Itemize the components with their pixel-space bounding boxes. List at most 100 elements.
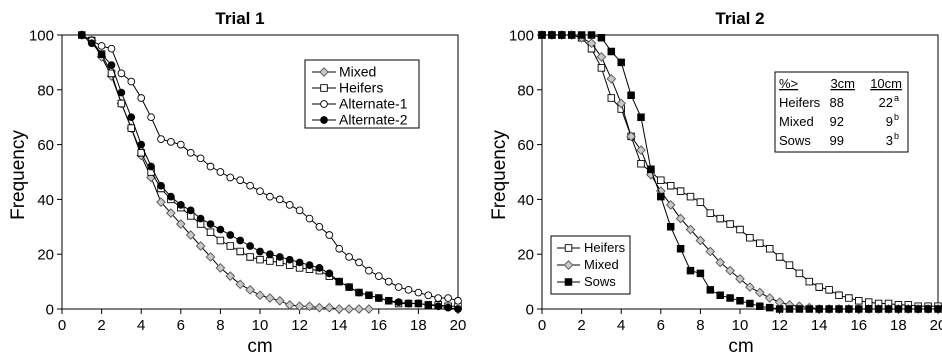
data-point bbox=[424, 291, 433, 300]
data-point bbox=[274, 295, 285, 306]
x-tick-label: 0 bbox=[58, 317, 66, 334]
series-alternate-1 bbox=[77, 31, 462, 305]
table-cell: 92 bbox=[830, 114, 844, 129]
plot-area: 0 2 4 6 8 10 12 14 16 18 20 0 20 40 60 80 100 bbox=[29, 28, 466, 335]
data-point bbox=[404, 299, 413, 308]
x-axis-label: cm bbox=[728, 336, 753, 357]
series-sows bbox=[538, 31, 942, 313]
data-point bbox=[294, 301, 305, 312]
data-point bbox=[175, 219, 186, 229]
data-point bbox=[246, 242, 254, 250]
x-tick-label: 20 bbox=[450, 317, 467, 334]
x-tick-label: 0 bbox=[538, 317, 546, 334]
data-point bbox=[235, 279, 246, 290]
data-point bbox=[686, 266, 695, 275]
data-point bbox=[345, 283, 353, 291]
data-point bbox=[195, 241, 206, 251]
data-point bbox=[117, 88, 126, 97]
legend-label: Sows bbox=[584, 274, 616, 289]
x-tick-label: 8 bbox=[216, 317, 224, 334]
data-point bbox=[156, 197, 166, 207]
data-point bbox=[874, 305, 883, 313]
data-point bbox=[107, 61, 116, 69]
data-point bbox=[315, 223, 324, 231]
data-point bbox=[325, 231, 334, 239]
data-point bbox=[334, 304, 345, 314]
y-tick-label: 100 bbox=[509, 28, 534, 45]
data-point bbox=[696, 198, 705, 206]
data-point bbox=[914, 305, 922, 313]
data-point bbox=[147, 113, 155, 121]
data-point bbox=[186, 149, 195, 157]
data-point bbox=[665, 200, 676, 210]
data-point bbox=[147, 162, 155, 171]
data-point bbox=[706, 209, 715, 217]
data-point bbox=[107, 44, 116, 53]
data-point bbox=[127, 113, 136, 121]
data-point bbox=[726, 220, 734, 228]
y-tick-label: 100 bbox=[29, 28, 54, 45]
data-point bbox=[934, 305, 942, 313]
data-point bbox=[157, 135, 165, 143]
data-point bbox=[825, 286, 833, 294]
x-tick-label: 6 bbox=[177, 317, 185, 334]
legend: Mixed Heifers Alternate-1 Alternate-2 bbox=[304, 59, 420, 129]
data-point bbox=[756, 302, 764, 311]
data-point bbox=[394, 283, 403, 291]
data-point bbox=[355, 258, 363, 267]
data-point bbox=[587, 31, 596, 39]
legend-label: Alternate-2 bbox=[339, 112, 408, 128]
data-point bbox=[266, 257, 274, 265]
data-point bbox=[675, 213, 686, 224]
data-point bbox=[354, 304, 364, 314]
data-point bbox=[335, 244, 344, 253]
data-point bbox=[167, 138, 175, 146]
data-point bbox=[196, 214, 205, 223]
y-tick-label: 60 bbox=[37, 137, 54, 154]
data-point bbox=[424, 301, 433, 309]
legend-label: Mixed bbox=[339, 64, 376, 80]
annotation-table-box bbox=[774, 71, 909, 153]
data-point bbox=[137, 94, 146, 102]
data-point bbox=[304, 301, 315, 312]
data-point bbox=[716, 291, 724, 300]
data-point bbox=[275, 195, 284, 204]
data-point bbox=[756, 239, 764, 247]
data-point bbox=[577, 31, 586, 39]
legend-label: Heifers bbox=[339, 80, 383, 96]
data-point bbox=[666, 223, 675, 231]
data-point bbox=[835, 291, 843, 300]
data-point bbox=[548, 31, 556, 39]
x-tick-label: 8 bbox=[696, 317, 704, 334]
legend-label: Heifers bbox=[584, 240, 626, 255]
table-header-cell: %> bbox=[779, 76, 798, 91]
data-point bbox=[315, 264, 324, 272]
data-point bbox=[137, 140, 146, 149]
y-tick-label: 80 bbox=[517, 82, 534, 99]
y-tick-label: 60 bbox=[517, 137, 534, 154]
diamond-open-marker bbox=[319, 67, 329, 77]
data-point bbox=[616, 98, 627, 109]
data-point bbox=[825, 305, 833, 313]
data-point bbox=[325, 269, 334, 278]
plot-area: 0 2 4 6 8 10 12 14 16 18 20 0 20 40 60 80 100 bbox=[509, 28, 942, 334]
data-point bbox=[726, 294, 734, 302]
data-point bbox=[374, 272, 383, 280]
data-point bbox=[676, 187, 685, 195]
data-point bbox=[904, 305, 913, 313]
data-point bbox=[205, 252, 216, 262]
data-point bbox=[736, 297, 744, 305]
data-point bbox=[284, 300, 295, 310]
data-point bbox=[855, 305, 863, 313]
data-point bbox=[716, 214, 724, 223]
data-point bbox=[746, 234, 754, 242]
data-point bbox=[775, 305, 784, 313]
chart-title: Trial 1 bbox=[215, 9, 264, 28]
x-tick-label: 16 bbox=[850, 317, 867, 334]
data-point bbox=[246, 181, 254, 190]
data-point bbox=[795, 305, 804, 313]
data-point bbox=[607, 47, 616, 56]
data-point bbox=[256, 187, 264, 195]
data-point bbox=[384, 297, 393, 305]
chart-trial-2: Trial 2 Frequency cm 0 2 4 6 8 10 12 14 16 18 20 0 2… bbox=[489, 9, 942, 357]
